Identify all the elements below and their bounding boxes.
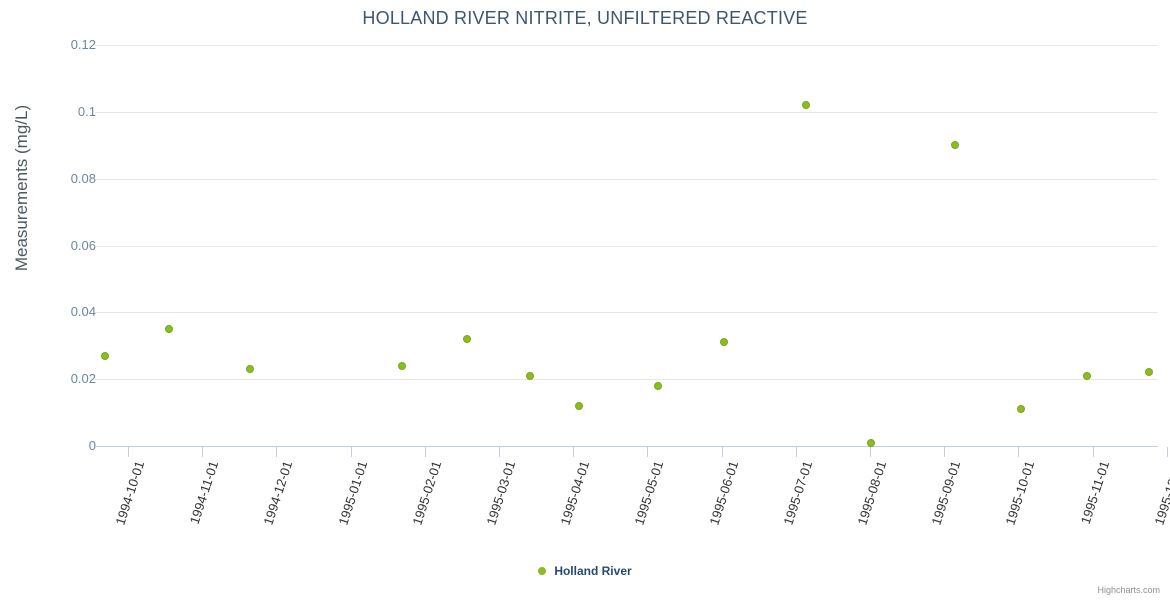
data-point[interactable] — [100, 351, 109, 360]
x-axis-line — [95, 446, 1158, 447]
x-axis-tick — [647, 447, 649, 457]
x-axis-tick-label: 1995-03-01 — [483, 459, 519, 527]
x-axis-tick-label: 1995-04-01 — [557, 459, 593, 527]
x-axis-tick-label: 1995-09-01 — [928, 459, 964, 527]
y-axis-tick-label: 0.1 — [77, 103, 96, 119]
x-axis-tick — [499, 447, 500, 457]
x-axis-tick-label: 1995-12-01 — [1151, 459, 1170, 527]
x-axis-tick — [424, 447, 426, 457]
x-axis-tick — [1166, 447, 1168, 457]
x-axis-tick — [721, 447, 723, 457]
x-axis-tick-label: 1995-08-01 — [854, 459, 890, 527]
gridline — [95, 245, 1158, 247]
x-axis-tick — [350, 447, 352, 457]
data-point[interactable] — [1144, 368, 1153, 377]
x-axis-tick-label: 1995-01-01 — [335, 459, 370, 527]
gridline — [95, 312, 1158, 314]
data-point[interactable] — [866, 438, 875, 447]
gridline — [95, 111, 1158, 113]
chart-title: HOLLAND RIVER NITRITE, UNFILTERED REACTI… — [362, 8, 808, 28]
y-axis-tick-label: 0 — [88, 438, 96, 453]
data-point[interactable] — [397, 361, 406, 370]
x-axis-tick — [202, 447, 204, 457]
y-axis-tick-label: 0.06 — [70, 237, 96, 253]
legend-marker-icon — [538, 566, 547, 575]
x-axis-tick-label: 1995-11-01 — [1077, 459, 1112, 526]
x-axis-tick-label: 1994-12-01 — [260, 459, 296, 527]
x-axis-tick-label: 1994-11-01 — [186, 459, 222, 526]
x-axis-tick — [1018, 447, 1020, 457]
x-axis-tick-label: 1994-10-01 — [112, 459, 148, 527]
data-point[interactable] — [245, 365, 254, 374]
x-axis-tick — [1092, 447, 1094, 457]
data-point[interactable] — [164, 325, 173, 334]
x-axis-tick-label: 1995-10-01 — [1002, 459, 1038, 527]
gridline — [95, 178, 1158, 180]
data-point[interactable] — [525, 371, 534, 380]
data-point[interactable] — [653, 381, 662, 390]
chart-legend[interactable]: Holland River — [0, 562, 1170, 580]
x-axis-tick-label: 1995-07-01 — [780, 459, 816, 527]
data-point[interactable] — [802, 101, 811, 110]
data-point[interactable] — [1016, 405, 1025, 414]
gridline — [95, 379, 1158, 381]
x-axis-tick — [573, 447, 575, 457]
data-point[interactable] — [462, 335, 471, 344]
y-axis-tick-label: 0.02 — [70, 371, 96, 387]
y-axis-tick-label: 0.12 — [70, 37, 96, 52]
y-axis-tick-label: 0.04 — [70, 304, 96, 320]
legend-item-label: Holland River — [554, 563, 632, 578]
plot-area: 1994-10-01 1994-11-01 1994-12-01 1995-01-01… — [95, 45, 1170, 527]
x-axis-tick — [795, 447, 797, 457]
x-axis-tick — [944, 447, 946, 457]
x-axis-tick-label: 1995-06-01 — [706, 459, 741, 527]
x-axis-tick — [128, 447, 129, 457]
data-point[interactable] — [719, 338, 728, 347]
data-point[interactable] — [574, 401, 583, 410]
chart-credits[interactable]: Highcharts.com — [1097, 585, 1160, 595]
data-point[interactable] — [950, 141, 959, 150]
y-axis-tick-label: 0.08 — [70, 170, 96, 186]
x-axis-tick — [870, 447, 871, 457]
data-point[interactable] — [1082, 371, 1091, 380]
x-axis-tick — [276, 447, 278, 457]
x-axis-tick-label: 1995-05-01 — [631, 459, 667, 527]
x-axis-tick-label: 1995-02-01 — [409, 459, 445, 527]
gridline — [95, 45, 1158, 46]
